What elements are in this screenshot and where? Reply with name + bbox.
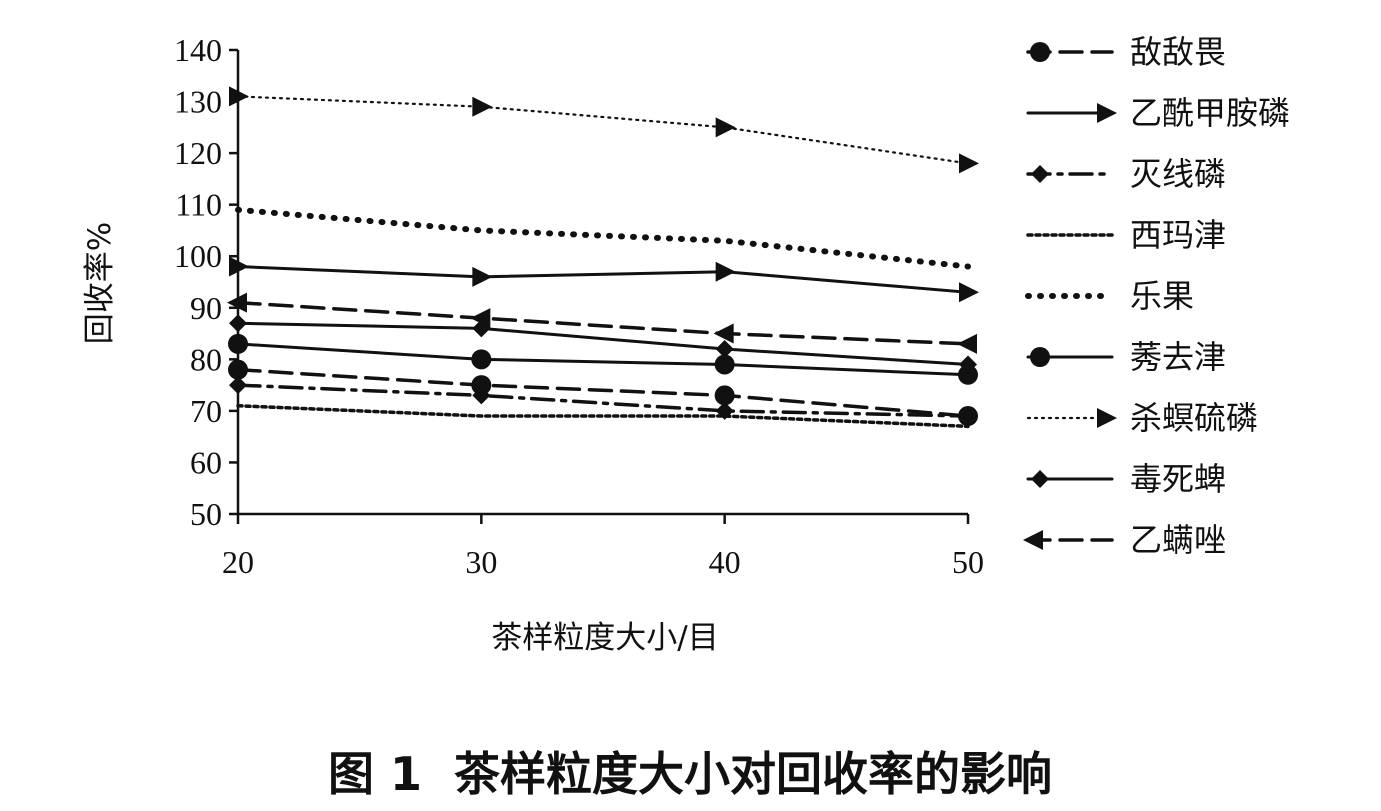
x-tick-label: 20 [222,544,254,580]
series-2 [229,256,979,303]
data-point [470,308,491,329]
legend-marker [1031,470,1049,488]
data-point [959,153,979,174]
data-point [227,292,247,313]
legend-entry: 灭线磷 [1026,155,1226,193]
series-lines [227,86,979,429]
series-line [236,265,970,294]
series-line [236,95,970,165]
data-point [715,261,736,282]
y-tick-label: 110 [175,187,222,223]
legend-entry: 西玛津 [1026,216,1226,254]
x-tick-label: 50 [952,544,984,580]
y-axis-label: 回收率% [82,222,118,344]
data-point [958,364,978,385]
series-line [236,367,970,418]
y-tick-label: 70 [190,393,222,429]
legend-marker [1097,408,1117,428]
series-line [236,403,970,429]
y-tick-label: 60 [190,444,222,480]
data-point [472,386,491,405]
data-point [714,385,735,406]
legend-marker [1097,103,1117,123]
data-point [713,323,734,344]
legend-entry: 毒死蜱 [1026,460,1226,498]
legend-label: 乙酰甲胺磷 [1130,94,1290,132]
legend-label: 乐果 [1130,277,1194,315]
series-8 [229,314,977,374]
legend-label: 乙螨唑 [1130,521,1226,559]
legend-marker [1030,347,1050,367]
axes: 50 60 70 80 90 100 110 120 130 140 20 30 40 50 [174,32,984,580]
y-tick-label: 80 [190,341,222,377]
data-point [472,266,493,287]
data-point [959,355,977,374]
series-6 [228,333,978,385]
series-9 [227,292,977,354]
legend-label: 灭线磷 [1130,155,1226,193]
legend-entry: 乙酰甲胺磷 [1026,94,1290,132]
legend-entry: 莠去津 [1026,338,1226,376]
data-point [714,354,735,375]
y-tick-label: 130 [174,84,222,120]
legend-entry: 杀螟硫磷 [1026,399,1258,437]
data-point [228,359,248,380]
data-point [228,333,248,354]
legend-label: 杀螟硫磷 [1130,399,1258,437]
figure-caption: 图 1 茶样粒度大小对回收率的影响 [328,747,1052,801]
series-3 [229,376,977,426]
data-point [472,96,493,117]
data-point [471,375,492,396]
legend-entry: 乐果 [1025,277,1194,315]
series-line [236,321,970,366]
legend-label: 西玛津 [1130,216,1226,254]
data-point [471,349,492,370]
data-point [229,86,249,107]
series-line [236,300,970,346]
x-tick-label: 40 [709,544,741,580]
series-line [235,206,971,270]
series-line [236,383,970,418]
y-tick-label: 100 [174,238,222,274]
legend-entry: 乙螨唑 [1023,521,1226,559]
legend-marker [1023,530,1043,550]
x-axis-label: 茶样粒度大小/目 [491,620,718,656]
series-5 [235,206,971,270]
legend-label: 敌敌畏 [1130,33,1226,71]
y-tick-label: 140 [174,32,222,68]
x-tick-label: 30 [465,544,497,580]
data-point [957,333,977,354]
data-point [959,282,979,303]
y-tick-label: 120 [174,135,222,171]
legend-label: 莠去津 [1130,338,1226,376]
data-point [959,407,977,426]
series-7 [229,86,979,174]
data-point [229,376,247,395]
data-point [715,340,734,359]
legend-entry: 敌敌畏 [1026,33,1226,71]
series-line [236,342,970,377]
data-point [229,314,247,333]
legend-marker [1031,165,1049,183]
series-4 [236,403,970,429]
legend-label: 毒死蜱 [1130,460,1226,498]
y-tick-label: 90 [190,290,222,326]
data-point [715,117,736,138]
y-tick-label: 50 [190,496,222,532]
legend-marker [1030,42,1050,62]
data-point [229,256,249,277]
